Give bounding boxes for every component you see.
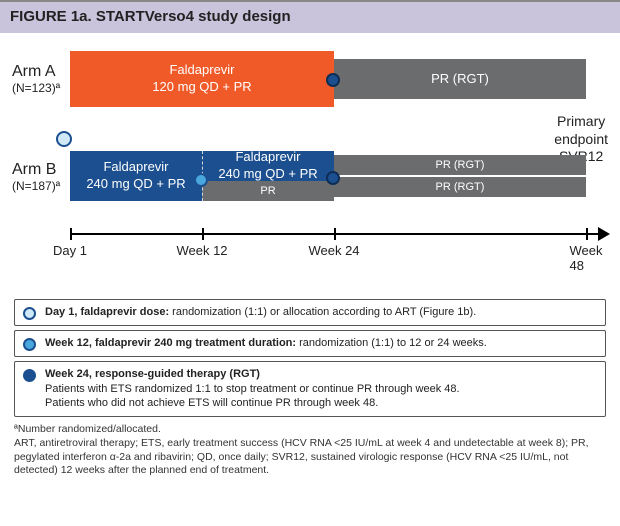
legend-text: Day 1, faldaprevir dose: randomization (… (45, 305, 597, 320)
legend-row: Week 12, faldaprevir 240 mg treatment du… (14, 330, 606, 357)
footnote: ªNumber randomized/allocated.ART, antire… (14, 423, 606, 478)
axis-tick-label: Week 12 (176, 243, 227, 258)
arm-b-bar: PR (RGT) (334, 177, 586, 197)
arm-a-n: (N=123)ª (12, 81, 60, 95)
timeline-arrow-icon (598, 227, 610, 241)
marker-dark-icon (326, 73, 340, 87)
marker-mid-icon (194, 173, 208, 187)
figure-container: FIGURE 1a. STARTVerso4 study design Arm … (0, 0, 620, 488)
legend-text: Week 24, response-guided therapy (RGT)Pa… (45, 367, 597, 412)
axis-tick-label: Week 24 (308, 243, 359, 258)
axis-tick (202, 228, 204, 240)
legend-mid-icon (23, 338, 36, 351)
figure-title: FIGURE 1a. STARTVerso4 study design (0, 0, 620, 33)
legend-row: Week 24, response-guided therapy (RGT)Pa… (14, 361, 606, 418)
axis-tick (70, 228, 72, 240)
arm-a-bar: PR (RGT) (334, 59, 586, 99)
legend-text: Week 12, faldaprevir 240 mg treatment du… (45, 336, 597, 351)
arm-b-label: Arm B (N=187)ª (12, 161, 60, 193)
chart-area: Arm A (N=123)ª Arm B (N=187)ª Primary en… (10, 33, 610, 293)
arm-b-bar: PR (202, 181, 334, 201)
legend-light-icon (23, 307, 36, 320)
axis-tick-label: Week 48 (570, 243, 603, 273)
legend-row: Day 1, faldaprevir dose: randomization (… (14, 299, 606, 326)
marker-light-icon (56, 131, 72, 147)
arm-b-bar: Faldaprevir240 mg QD + PR (70, 151, 202, 201)
arm-a-label: Arm A (N=123)ª (12, 63, 60, 95)
legend: Day 1, faldaprevir dose: randomization (… (14, 299, 606, 417)
marker-dark-icon (326, 171, 340, 185)
arm-a-name: Arm A (12, 63, 60, 81)
axis-tick-label: Day 1 (53, 243, 87, 258)
arm-b-name: Arm B (12, 161, 60, 179)
arm-b-n: (N=187)ª (12, 179, 60, 193)
arm-a-bar: Faldaprevir120 mg QD + PR (70, 51, 334, 107)
axis-tick (334, 228, 336, 240)
arm-b-bar: PR (RGT) (334, 155, 586, 175)
legend-dark-icon (23, 369, 36, 382)
axis-tick (586, 228, 588, 240)
arm-b-bar: Faldaprevir240 mg QD + PR (202, 151, 334, 181)
